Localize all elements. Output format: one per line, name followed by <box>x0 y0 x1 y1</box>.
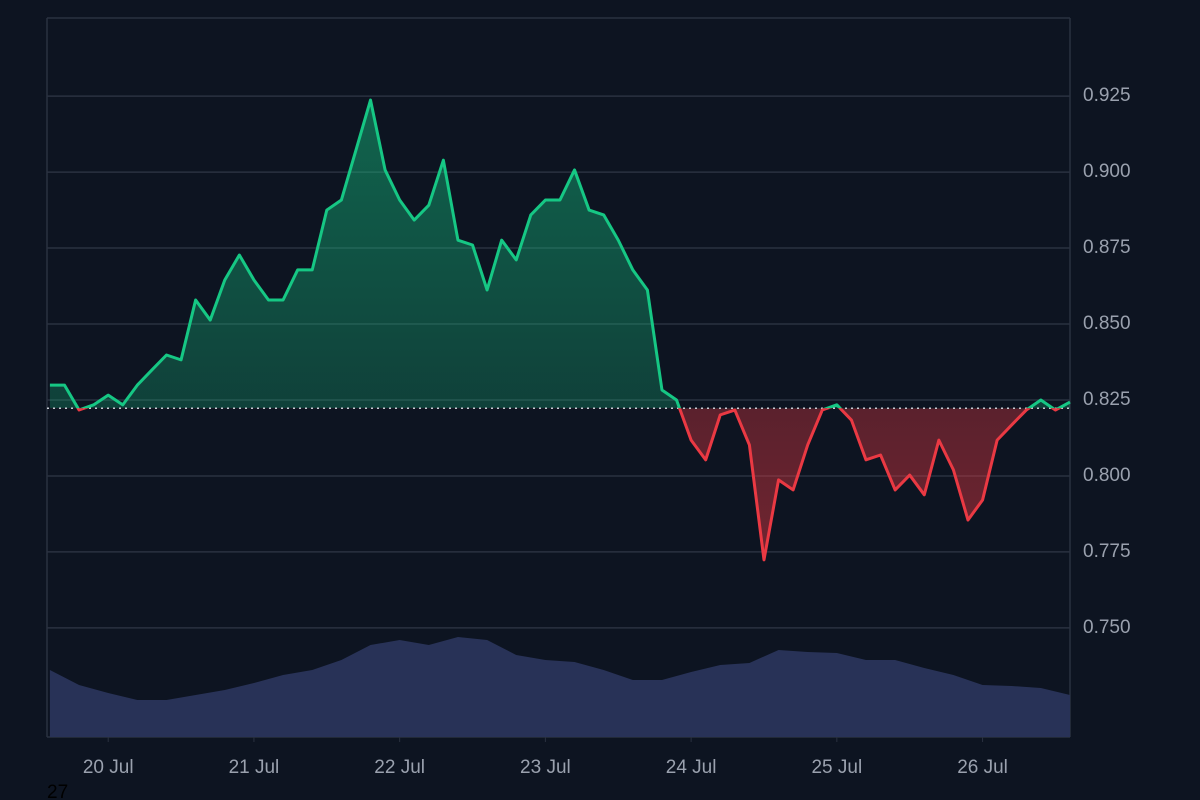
line-down <box>76 408 1062 562</box>
y-tick-label: 0.925 <box>1083 85 1131 106</box>
x-tick-label: 24 Jul <box>666 757 717 778</box>
area-up <box>49 100 1070 409</box>
line-up <box>49 98 1071 409</box>
x-tick-label: 22 Jul <box>374 757 425 778</box>
y-tick-label: 0.825 <box>1083 389 1131 410</box>
y-tick-label: 0.900 <box>1083 161 1131 182</box>
x-tick-label: 21 Jul <box>229 757 280 778</box>
stray-label: 27 <box>47 782 68 800</box>
x-tick-label: 26 Jul <box>957 757 1008 778</box>
y-tick-label: 0.750 <box>1083 617 1131 638</box>
x-tick-label: 25 Jul <box>811 757 862 778</box>
y-tick-label: 0.850 <box>1083 313 1131 334</box>
y-tick-label: 0.800 <box>1083 465 1131 486</box>
y-tick-label: 0.775 <box>1083 541 1131 562</box>
y-tick-label: 0.875 <box>1083 237 1131 258</box>
x-tick-label: 20 Jul <box>83 757 134 778</box>
volume-area <box>49 637 1070 737</box>
x-tick-label: 23 Jul <box>520 757 571 778</box>
area-down <box>49 408 1070 560</box>
